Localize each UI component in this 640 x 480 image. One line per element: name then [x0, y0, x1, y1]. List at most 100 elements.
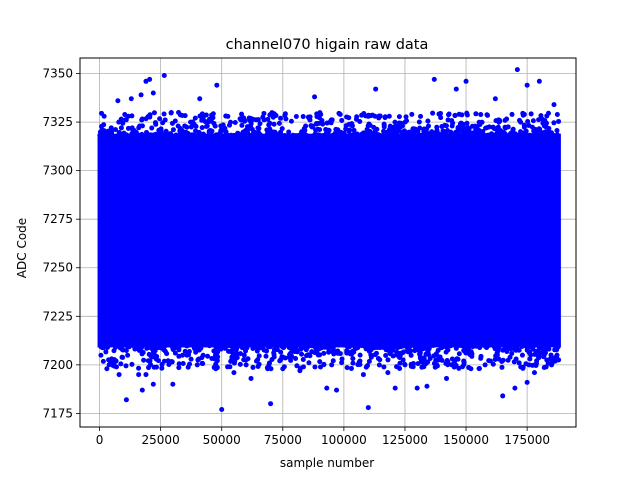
data-point [123, 363, 129, 369]
data-point [526, 349, 532, 355]
data-point [239, 111, 245, 117]
data-point [293, 356, 299, 362]
data-point [363, 364, 369, 370]
data-point [139, 131, 145, 137]
data-points [97, 67, 562, 413]
data-point [372, 352, 378, 358]
data-point [200, 352, 206, 358]
y-tick-label: 7250 [42, 261, 73, 275]
data-point [485, 112, 491, 118]
data-point [370, 112, 376, 118]
data-point [527, 356, 533, 362]
data-point [421, 129, 427, 135]
data-point [138, 92, 144, 98]
data-point [344, 350, 350, 356]
x-tick-label: 25000 [142, 433, 180, 447]
data-point [206, 343, 212, 349]
data-point [505, 124, 511, 130]
data-point [476, 365, 482, 371]
data-point [115, 98, 121, 104]
data-point [381, 364, 387, 370]
data-point [268, 111, 274, 117]
data-point [532, 362, 538, 368]
dense-sample-band [97, 133, 561, 348]
data-point [528, 111, 534, 117]
data-point [445, 117, 451, 123]
data-point [146, 365, 152, 371]
data-point [116, 372, 122, 378]
data-point [211, 348, 217, 354]
data-point [536, 126, 542, 132]
data-point [175, 123, 181, 129]
data-point [453, 345, 459, 351]
data-point [220, 122, 226, 128]
data-point [243, 362, 249, 368]
data-point [375, 356, 381, 362]
data-point [195, 357, 201, 363]
data-point [162, 117, 168, 123]
data-point [260, 114, 266, 120]
data-point [348, 365, 354, 371]
data-point [512, 385, 518, 391]
data-point [514, 67, 520, 73]
data-point [504, 343, 510, 349]
data-point [517, 117, 523, 123]
data-point [187, 361, 193, 367]
x-tick-label: 150000 [443, 433, 489, 447]
data-point [98, 352, 104, 358]
data-point [421, 364, 427, 370]
data-point [298, 346, 304, 352]
data-point [290, 132, 296, 138]
data-point [407, 343, 413, 349]
data-point [321, 350, 327, 356]
data-point [254, 348, 260, 354]
data-point [449, 362, 455, 368]
data-point [294, 342, 300, 348]
data-point [459, 112, 465, 118]
data-point [139, 116, 145, 122]
y-tick-label: 7300 [42, 164, 73, 178]
data-point [320, 121, 326, 127]
data-point [331, 351, 337, 357]
data-point [214, 82, 220, 88]
data-point [186, 349, 192, 355]
data-point [324, 385, 330, 391]
data-point [176, 365, 182, 371]
data-point [129, 361, 135, 367]
data-point [205, 119, 211, 125]
data-point [271, 352, 277, 358]
data-point [206, 129, 212, 135]
data-point [484, 343, 490, 349]
data-point [163, 132, 169, 138]
data-point [402, 362, 408, 368]
data-point [476, 131, 482, 137]
data-point [397, 360, 403, 366]
data-point [123, 117, 129, 123]
data-point [447, 342, 453, 348]
data-point [143, 372, 149, 378]
data-point [520, 132, 526, 138]
data-point [168, 131, 174, 137]
data-point [325, 345, 331, 351]
data-point [141, 357, 147, 363]
data-point [269, 132, 275, 138]
data-point [452, 113, 458, 119]
data-point [466, 347, 472, 353]
data-point [526, 122, 532, 128]
data-point [146, 351, 152, 357]
data-point [384, 342, 390, 348]
data-point [143, 78, 149, 84]
data-point [300, 356, 306, 362]
data-point [487, 358, 493, 364]
data-point [418, 113, 424, 119]
data-point [470, 133, 476, 139]
data-point [410, 364, 416, 370]
data-point [344, 365, 350, 371]
data-point [366, 348, 372, 354]
data-point [129, 113, 135, 119]
data-point [101, 113, 107, 119]
data-point [272, 342, 278, 348]
data-point [431, 76, 437, 82]
x-tick-label: 125000 [382, 433, 428, 447]
data-point [225, 364, 231, 370]
